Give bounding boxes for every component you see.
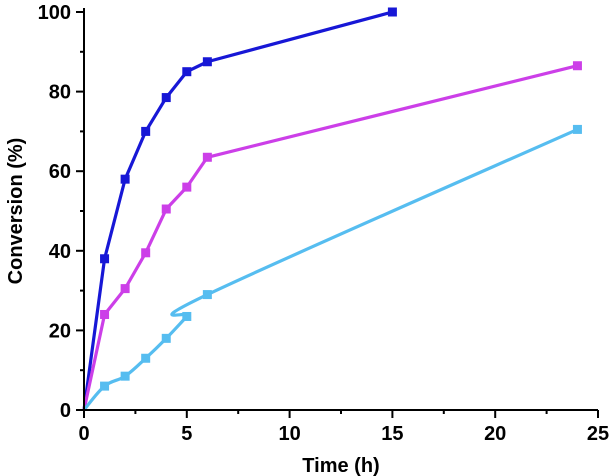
series-1-point [182, 67, 192, 77]
series-3-point [100, 381, 110, 391]
series-1-point [387, 7, 397, 17]
series-2-point [182, 182, 192, 192]
series-2-point [120, 284, 130, 294]
series-3-point [572, 124, 582, 134]
ticks: 0 5 10 15 20 25 0 20 40 60 80 100 [38, 2, 610, 445]
series-1-point [100, 254, 110, 264]
x-tick-label: 15 [381, 423, 403, 445]
y-tick-label: 100 [38, 2, 71, 24]
series-1-point [161, 93, 171, 103]
series-1-point [120, 174, 130, 184]
series-2-point [161, 204, 171, 214]
series-2-point [100, 309, 110, 319]
series-2-point [202, 152, 212, 162]
x-tick-label: 10 [278, 423, 300, 445]
series-1-point [202, 57, 212, 67]
series-lines [82, 10, 579, 412]
series-3-point [161, 333, 171, 343]
y-tick-label: 80 [49, 82, 71, 104]
series-3-point [202, 290, 212, 300]
x-tick-label: 20 [484, 423, 506, 445]
y-axis-title: Conversion (%) [5, 138, 27, 285]
series-markers [100, 7, 582, 391]
series-1-line [82, 10, 393, 411]
y-tick-label: 40 [49, 241, 71, 263]
series-3-line [82, 127, 579, 412]
axes [83, 8, 598, 411]
series-2-point [572, 61, 582, 71]
x-tick-label: 5 [181, 423, 192, 445]
x-tick-label: 0 [78, 423, 89, 445]
y-tick-label: 20 [49, 320, 71, 342]
series-3-point [120, 371, 130, 381]
y-tick-label: 0 [60, 400, 71, 422]
series-3-point [141, 353, 151, 363]
x-axis-title: Time (h) [302, 455, 379, 476]
x-tick-label: 25 [587, 423, 609, 445]
series-1-point [141, 126, 151, 136]
y-tick-label: 60 [49, 161, 71, 183]
series-2-point [141, 248, 151, 258]
series-3-point [182, 311, 192, 321]
